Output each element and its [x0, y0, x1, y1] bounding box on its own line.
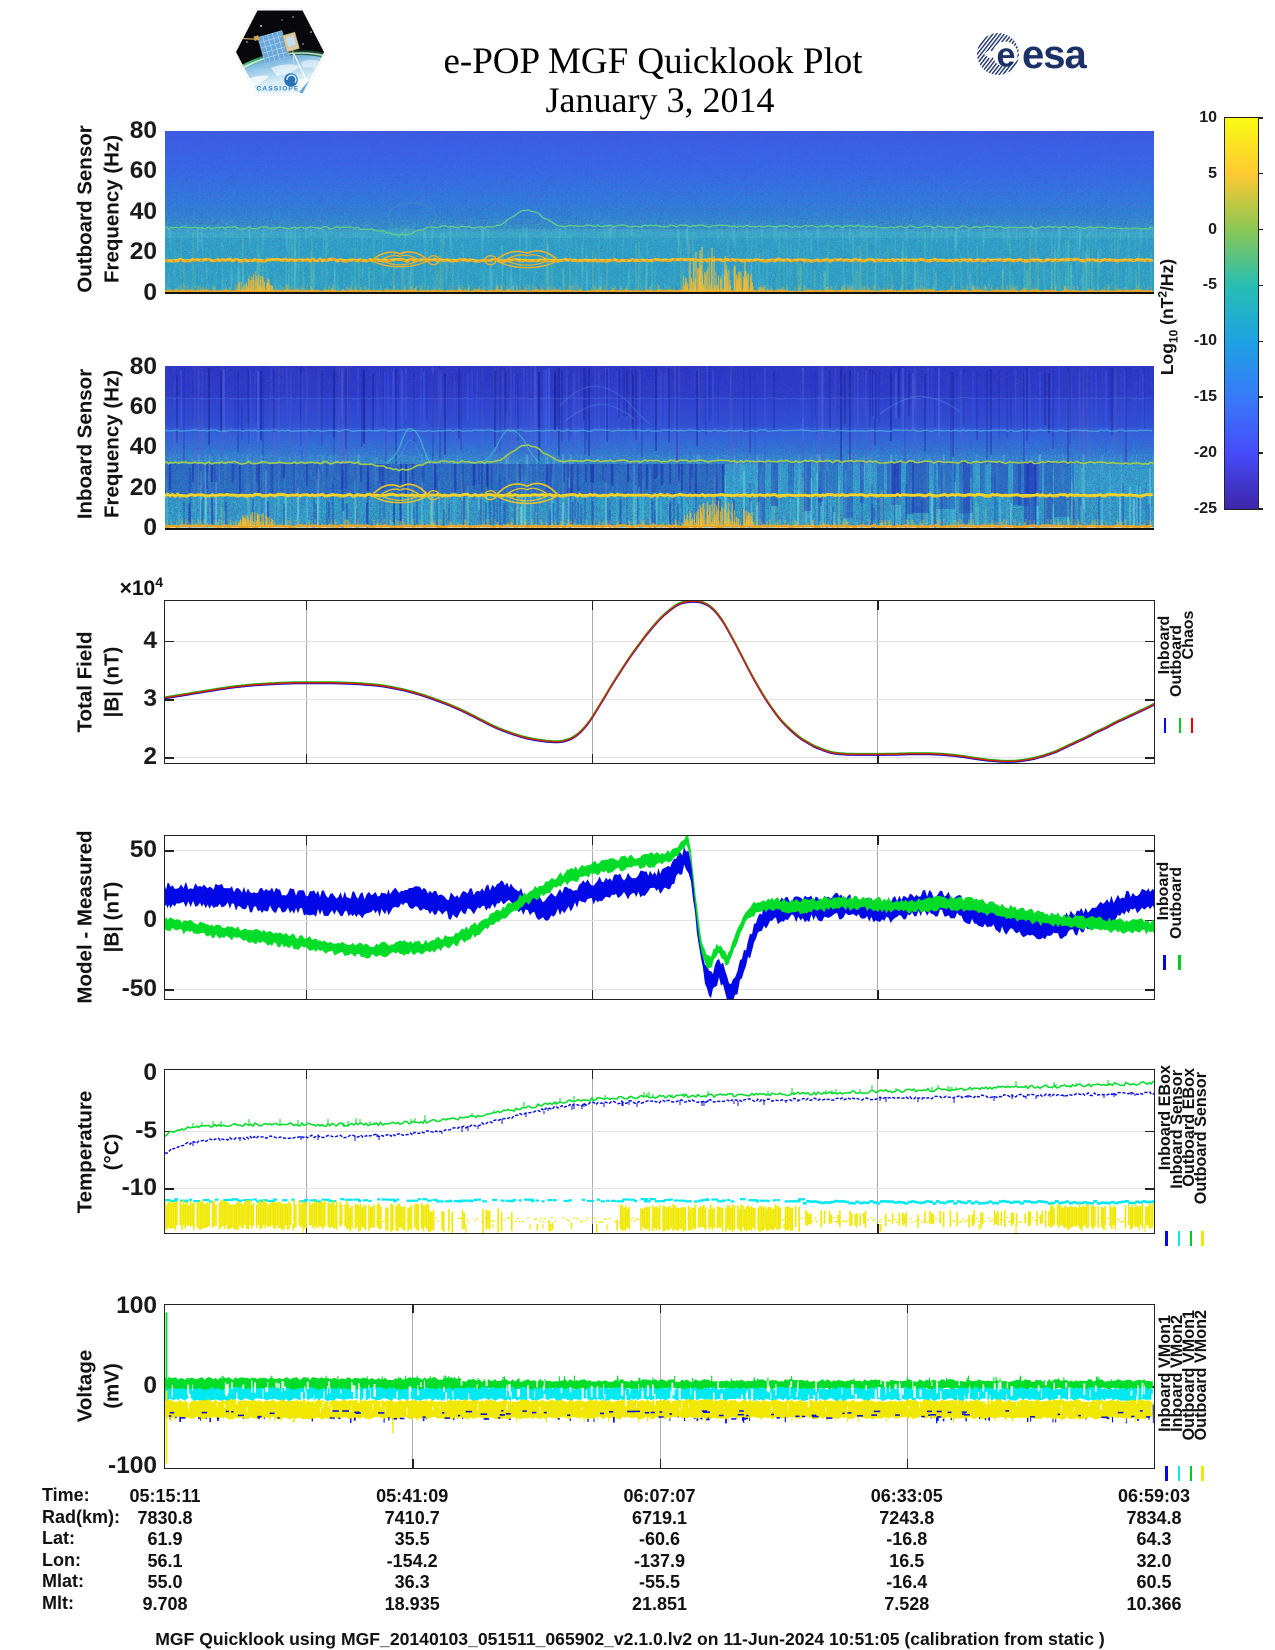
svg-text:esa: esa	[1022, 33, 1087, 77]
svg-text:e: e	[997, 37, 1016, 75]
svg-text:CASSIOPE: CASSIOPE	[257, 86, 300, 93]
